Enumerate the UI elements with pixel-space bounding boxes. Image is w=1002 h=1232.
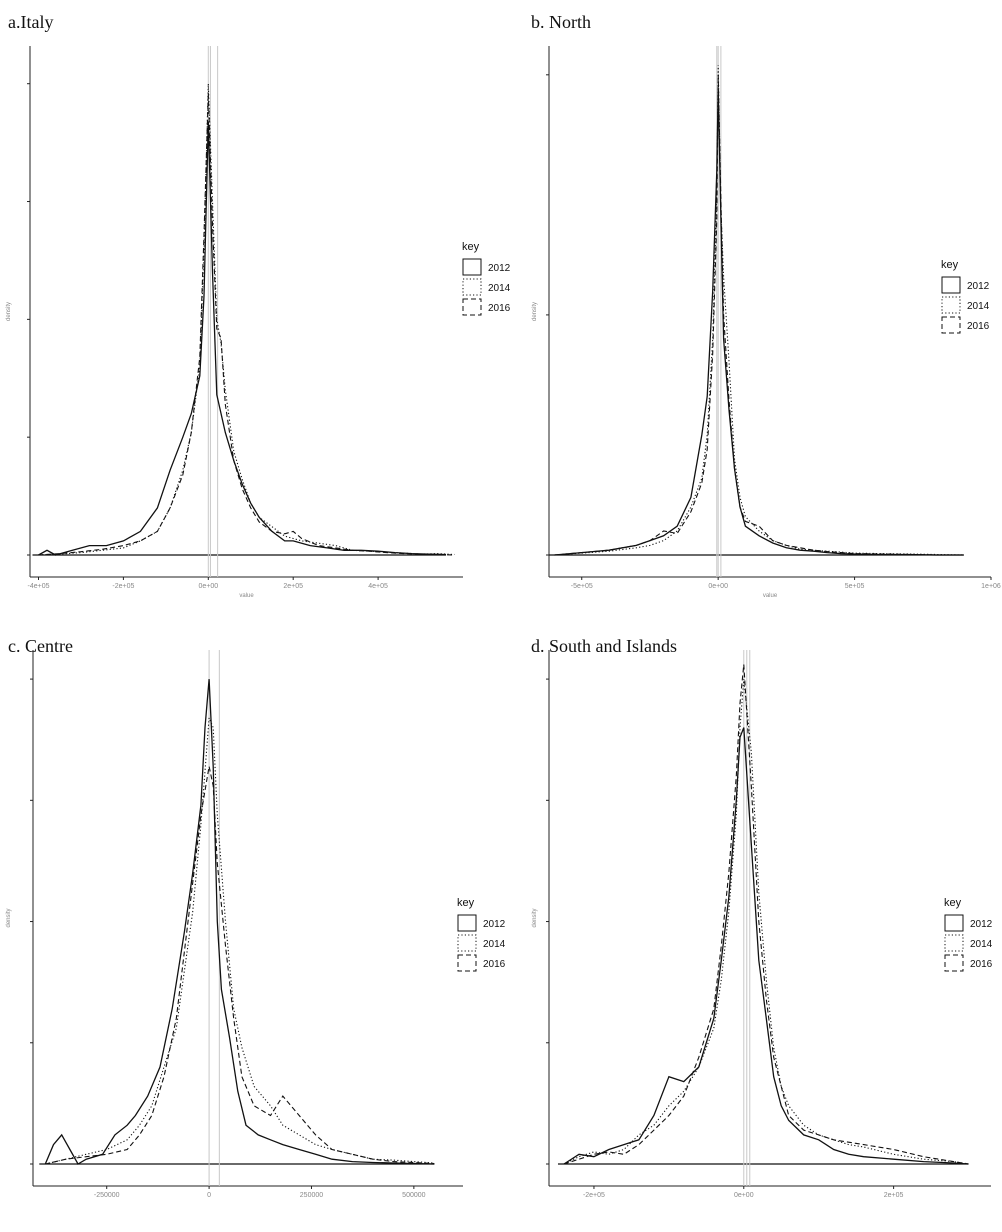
- panel-italy: a.Italy -4e+05 -2e+05 0e+00 2e+05 4e+05 densi…: [0, 0, 511, 616]
- legend-key-2012: [944, 914, 964, 932]
- legend-label-2016: 2016: [483, 959, 506, 970]
- legend-key-2016: [457, 954, 477, 972]
- x-tick-label: -4e+05: [27, 583, 49, 590]
- legend-key-box: [944, 954, 964, 972]
- x-tick-label: -5e+05: [571, 583, 593, 590]
- x-tick-label: 4e+05: [368, 583, 388, 590]
- legend-title: key: [457, 897, 475, 909]
- legend-title: key: [941, 259, 959, 271]
- legend-label-2012: 2012: [967, 281, 990, 292]
- x-axis-title: value: [763, 593, 778, 599]
- legend-key-box: [941, 316, 961, 334]
- legend: key 2012 2014 2016: [944, 897, 993, 972]
- x-tick-label: 1e+06: [981, 583, 1001, 590]
- legend-title: key: [944, 897, 962, 909]
- legend-key-box: [462, 298, 482, 316]
- series-line-2014: [554, 65, 964, 556]
- x-tick-label: 250000: [300, 1192, 323, 1199]
- x-tick-label: -2e+05: [583, 1192, 605, 1199]
- legend-label-2016: 2016: [488, 303, 511, 314]
- x-tick-label: -2e+05: [112, 583, 134, 590]
- legend-key-box: [457, 934, 477, 952]
- series-line-2016: [45, 766, 435, 1165]
- legend: key 2012 2014 2016: [457, 897, 506, 972]
- series-line-2012: [38, 121, 447, 556]
- legend-key-box: [462, 278, 482, 296]
- legend-key-box: [944, 934, 964, 952]
- series-line-2016: [563, 664, 969, 1165]
- legend-key-2012: [457, 914, 477, 932]
- series-line-2014: [563, 679, 969, 1165]
- y-axis-title: density: [6, 908, 12, 927]
- legend-key-2012: [941, 276, 961, 294]
- x-tick-label: 0e+00: [734, 1192, 754, 1199]
- x-tick-label: -250000: [94, 1192, 120, 1199]
- legend-key-box: [941, 276, 961, 294]
- legend: key 2012 2014 2016: [462, 241, 511, 316]
- legend-title: key: [462, 241, 480, 253]
- legend-label-2012: 2012: [488, 263, 511, 274]
- x-tick-label: 5e+05: [845, 583, 865, 590]
- legend-key-2016: [941, 316, 961, 334]
- legend-key-box: [462, 258, 482, 276]
- panel-north: b. North -5e+05 0e+00 5e+05 1e+06 density val…: [501, 0, 1002, 616]
- panel-centre: c. Centre -250000 0 250000 500000 density key…: [0, 616, 506, 1232]
- x-tick-label: 500000: [402, 1192, 425, 1199]
- panel-title: b. North: [531, 12, 591, 32]
- legend-key-box: [457, 954, 477, 972]
- panel-title: c. Centre: [8, 636, 73, 656]
- x-tick-label: 2e+05: [884, 1192, 904, 1199]
- x-tick-label: 0: [207, 1192, 211, 1199]
- series-line-2016: [38, 93, 455, 556]
- legend-label-2014: 2014: [970, 939, 993, 950]
- density-chart-south-islands: -2e+05 0e+00 2e+05 density key 2012 2014 2016: [532, 650, 993, 1199]
- x-tick-label: 2e+05: [283, 583, 303, 590]
- legend-label-2014: 2014: [483, 939, 506, 950]
- y-axis-title: density: [6, 302, 12, 321]
- legend-label-2016: 2016: [967, 321, 990, 332]
- legend-key-box: [944, 914, 964, 932]
- legend-label-2012: 2012: [483, 919, 506, 930]
- density-chart-north: -5e+05 0e+00 5e+05 1e+06 density value key 2012…: [532, 46, 1001, 599]
- series-line-2012: [554, 89, 964, 556]
- series-line-2016: [554, 74, 964, 556]
- legend-label-2016: 2016: [970, 959, 993, 970]
- legend-label-2014: 2014: [967, 301, 990, 312]
- series-line-2014: [38, 83, 455, 556]
- series-line-2014: [45, 717, 435, 1165]
- panel-south-islands: d. South and Islands -2e+05 0e+00 2e+05 den…: [501, 616, 1002, 1232]
- legend-key-box: [941, 296, 961, 314]
- x-tick-label: 0e+00: [198, 583, 218, 590]
- legend-label-2012: 2012: [970, 919, 993, 930]
- legend-label-2014: 2014: [488, 283, 511, 294]
- legend-key-2016: [462, 298, 482, 316]
- density-chart-italy: -4e+05 -2e+05 0e+00 2e+05 4e+05 density value k…: [6, 46, 511, 599]
- legend: key 2012 2014 2016: [941, 259, 990, 334]
- y-axis-title: density: [532, 302, 538, 321]
- legend-key-box: [457, 914, 477, 932]
- legend-key-2016: [944, 954, 964, 972]
- x-tick-label: 0e+00: [708, 583, 728, 590]
- y-axis-title: density: [532, 908, 538, 927]
- panel-title: a.Italy: [8, 12, 54, 32]
- panel-title: d. South and Islands: [531, 636, 677, 656]
- series-line-2012: [44, 679, 435, 1165]
- x-axis-title: value: [239, 593, 254, 599]
- series-line-2012: [563, 727, 969, 1165]
- legend-key-2012: [462, 258, 482, 276]
- density-chart-centre: -250000 0 250000 500000 density key 2012 2014 20…: [6, 650, 506, 1199]
